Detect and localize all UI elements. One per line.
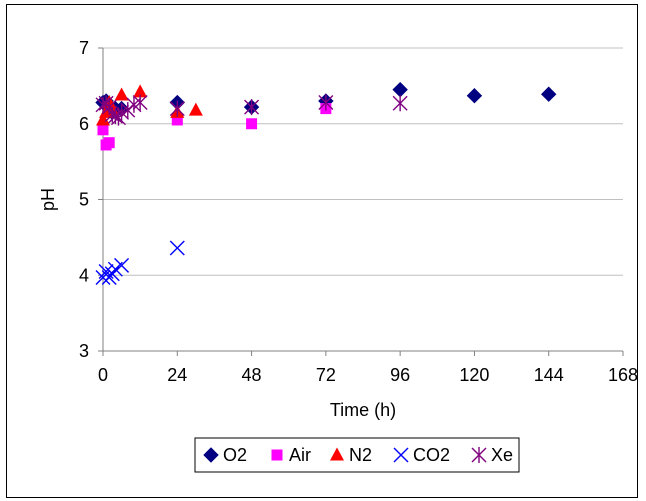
data-point-xe [169, 100, 185, 117]
data-point-xe [318, 94, 334, 111]
data-point-co2 [169, 240, 185, 256]
x-tick-label: 168 [608, 365, 637, 385]
x-tick-label: 0 [98, 365, 108, 385]
y-tick-label: 5 [79, 190, 89, 210]
y-tick-label: 7 [79, 38, 89, 58]
marker-stroke [169, 240, 185, 256]
data-point-air [97, 124, 109, 136]
legend-label-air: Air [289, 445, 311, 465]
legend-box [194, 437, 520, 473]
marker-stroke [98, 263, 114, 279]
data-point-n2 [188, 102, 203, 116]
legend-marker-n2 [330, 447, 344, 461]
y-tick-labels: 3 4 5 6 7 [79, 38, 89, 361]
data-point-xe [244, 99, 260, 116]
legend-label-xe: Xe [491, 445, 513, 465]
legend-marker-air [271, 449, 283, 461]
x-tick-label: 48 [242, 365, 262, 385]
data-series [95, 81, 557, 286]
legend-marker-o2 [203, 447, 219, 463]
data-point-co2 [114, 257, 130, 273]
x-tick-label: 96 [390, 365, 410, 385]
y-tick-label: 6 [79, 114, 89, 134]
data-point-n2 [133, 84, 148, 98]
scatter-chart: 3 4 5 6 7 0 24 48 72 96 120 144 168 pH Time (h) O2 A… [38, 38, 637, 473]
x-axis-title: Time (h) [330, 400, 396, 420]
series-co2 [95, 240, 185, 286]
data-point-xe [392, 95, 408, 112]
data-point-air [246, 118, 258, 130]
data-point-air [103, 137, 115, 149]
x-tick-label: 72 [316, 365, 336, 385]
y-axis-title: pH [38, 188, 58, 211]
marker-stroke [393, 447, 409, 463]
legend: O2 Air N2 CO2 Xe [194, 437, 520, 473]
legend-marker-xe [471, 447, 487, 463]
gridlines [103, 47, 623, 276]
x-tick-labels: 0 24 48 72 96 120 144 168 [98, 365, 637, 385]
legend-label-n2: N2 [349, 445, 372, 465]
series-xe [95, 94, 408, 126]
legend-marker-co2 [393, 447, 409, 463]
x-tick-label: 24 [167, 365, 187, 385]
data-point-o2 [541, 86, 557, 102]
data-point-n2 [114, 87, 129, 101]
data-point-o2 [466, 88, 483, 104]
x-tick-label: 120 [459, 365, 489, 385]
legend-label-o2: O2 [223, 445, 247, 465]
marker-stroke [114, 257, 130, 273]
y-tick-label: 4 [79, 265, 89, 285]
y-tick-label: 3 [79, 341, 89, 361]
chart-frame: 3 4 5 6 7 0 24 48 72 96 120 144 168 pH Time (h) O2 A… [6, 4, 638, 498]
data-point-n2 [96, 112, 110, 126]
x-tick-label: 144 [534, 365, 564, 385]
data-point-xe [132, 94, 148, 111]
data-point-air [171, 114, 183, 126]
legend-label-co2: CO2 [413, 445, 450, 465]
